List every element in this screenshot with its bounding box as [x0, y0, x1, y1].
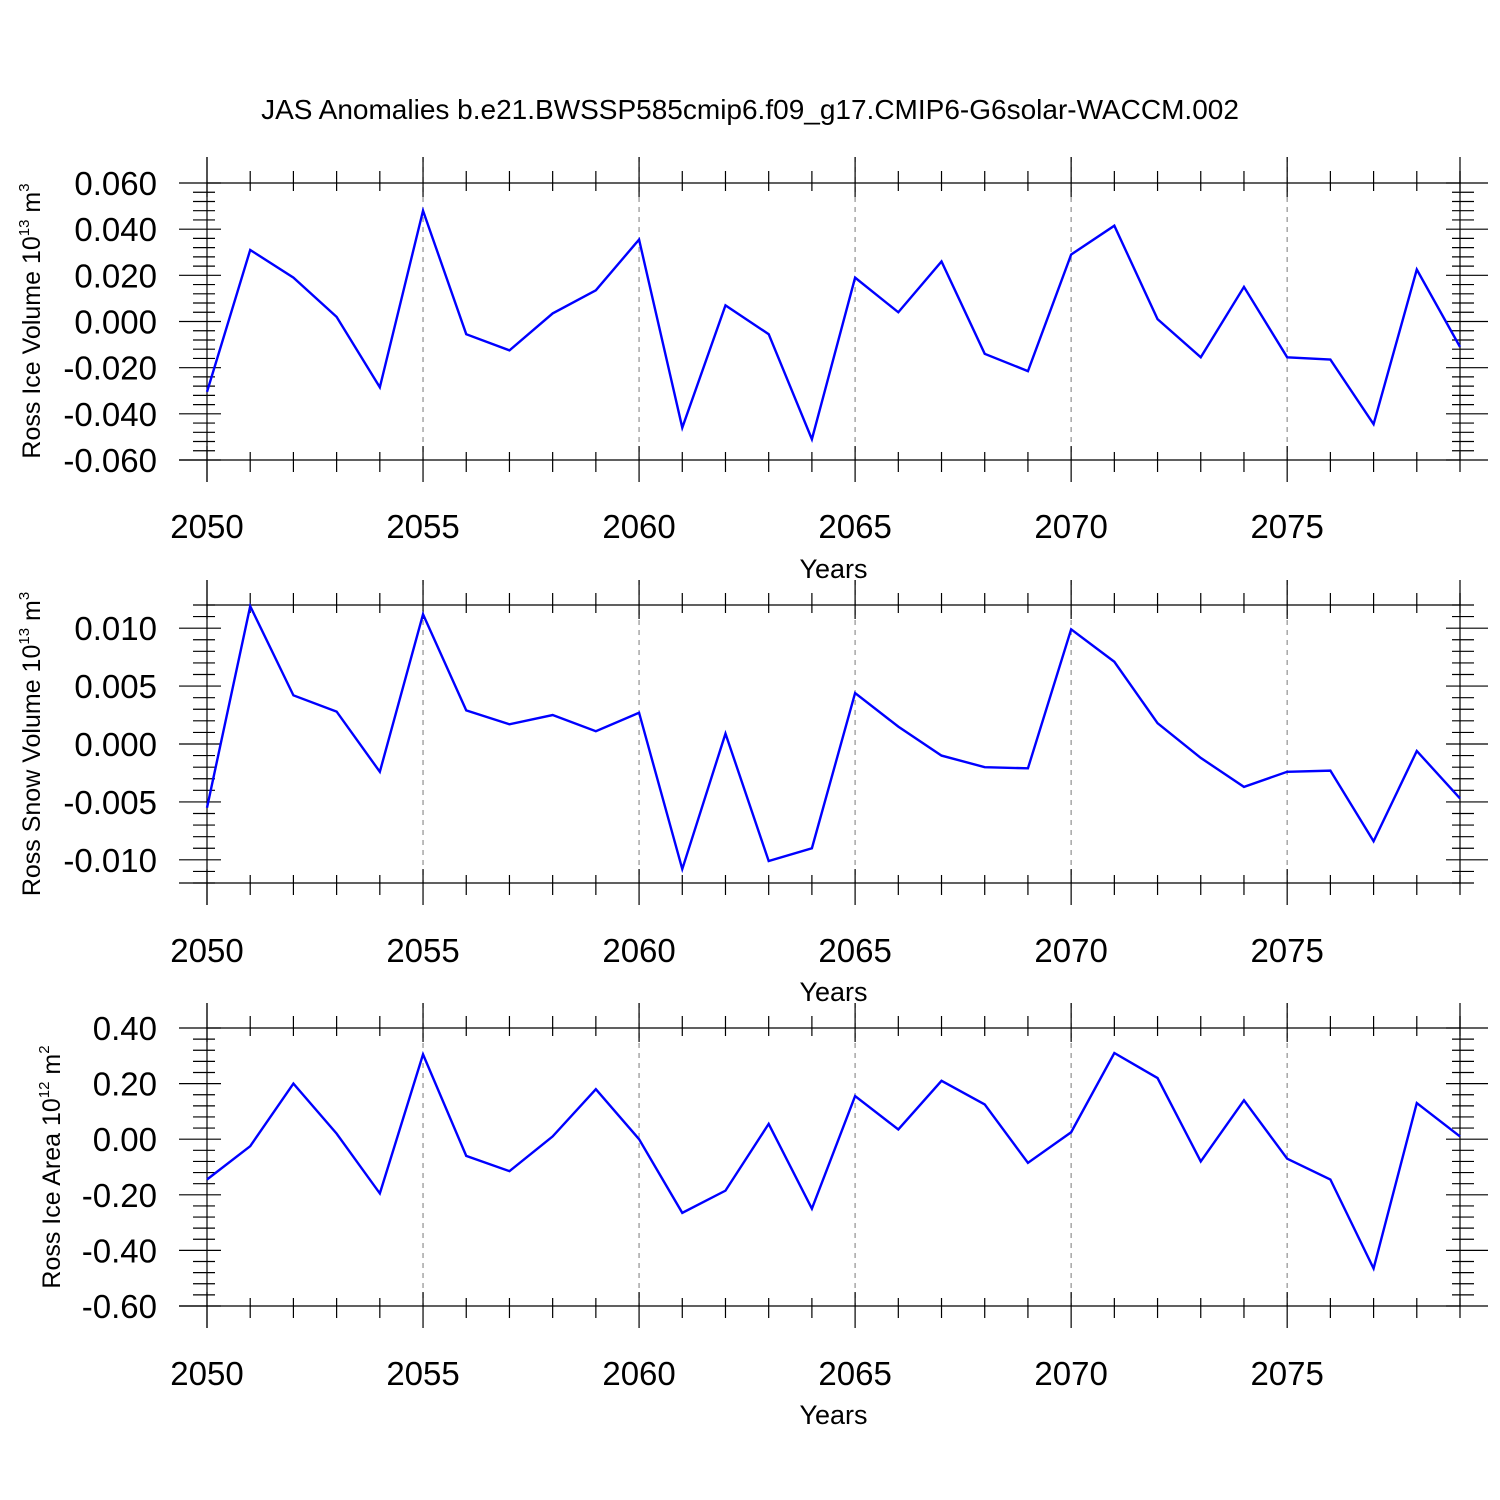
y-tick-label: -0.40 [82, 1232, 157, 1269]
y-label-text: Ross Ice Volume 10 [18, 236, 46, 458]
y-tick-label: 0.020 [74, 257, 157, 294]
y-label-text: Ross Snow Volume 10 [18, 645, 46, 897]
x-tick-label: 2055 [386, 508, 459, 545]
y-tick-label: 0.00 [93, 1121, 157, 1158]
y-tick-label: -0.040 [63, 396, 157, 433]
panels: -0.060-0.040-0.0200.0000.0200.0400.06020… [16, 157, 1488, 1430]
y-label-superscript: 3 [16, 592, 33, 600]
y-tick-label: 0.060 [74, 165, 157, 202]
y-label-text: m [18, 600, 46, 628]
x-axis-label: Years [799, 554, 867, 584]
x-tick-label: 2065 [818, 508, 891, 545]
y-tick-label: -0.20 [82, 1177, 157, 1214]
panel-1: -0.060 -0.040 -0.020 0.000 0.020 0.040 0.060 20… [16, 157, 1488, 584]
y-tick-label: 0.40 [93, 1010, 157, 1047]
y-tick-label: -0.060 [63, 442, 157, 479]
panel-2: -0.010 -0.005 0.000 0.005 0.010 2050 2055 2060 2… [16, 580, 1488, 1007]
y-label-superscript: 13 [16, 220, 33, 237]
x-tick-label: 2070 [1034, 508, 1107, 545]
x-tick-label: 2070 [1034, 1355, 1107, 1392]
y-axis-label: Ross Ice Volume 1013 m3 [16, 183, 46, 458]
chart-title: JAS Anomalies b.e21.BWSSP585cmip6.f09_g1… [261, 94, 1239, 125]
y-tick-label: 0.000 [74, 304, 157, 341]
x-tick-label: 2060 [602, 508, 675, 545]
y-tick-label: 0.20 [93, 1066, 157, 1103]
y-label-superscript: 13 [16, 628, 33, 645]
y-tick-label: 0.010 [74, 610, 157, 647]
x-tick-label: 2055 [386, 932, 459, 969]
x-tick-label: 2055 [386, 1355, 459, 1392]
x-tick-label: 2050 [170, 1355, 243, 1392]
y-tick-label: -0.010 [63, 842, 157, 879]
y-label-superscript: 3 [16, 183, 33, 191]
x-tick-label: 2075 [1250, 508, 1323, 545]
panel-3: -0.60 -0.40 -0.20 0.00 0.20 0.40 2050 2055 2060 2… [36, 1003, 1488, 1430]
x-tick-label: 2075 [1250, 1355, 1323, 1392]
y-label-text: Ross Ice Area 10 [38, 1098, 66, 1288]
x-tick-label: 2050 [170, 508, 243, 545]
y-axis-label: Ross Snow Volume 1013 m3 [16, 592, 46, 896]
x-tick-label: 2065 [818, 1355, 891, 1392]
x-tick-label: 2060 [602, 1355, 675, 1392]
y-label-text: m [18, 192, 46, 220]
y-tick-label: 0.040 [74, 211, 157, 248]
series-line [206, 1050, 1461, 1272]
x-tick-label: 2070 [1034, 932, 1107, 969]
x-tick-label: 2075 [1250, 932, 1323, 969]
y-tick-label: -0.020 [63, 350, 157, 387]
series-line [205, 206, 1462, 443]
y-tick-label: -0.60 [82, 1288, 157, 1325]
series-line [205, 602, 1461, 874]
x-tick-label: 2050 [170, 932, 243, 969]
y-axis-label: Ross Ice Area 1012 m2 [36, 1045, 66, 1288]
x-axis-label: Years [799, 977, 867, 1007]
y-label-superscript: 12 [36, 1082, 53, 1099]
x-axis-label: Years [799, 1400, 867, 1430]
y-tick-label: 0.000 [74, 726, 157, 763]
x-tick-label: 2065 [818, 932, 891, 969]
y-tick-label: 0.005 [74, 668, 157, 705]
x-tick-label: 2060 [602, 932, 675, 969]
y-tick-label: -0.005 [63, 784, 157, 821]
y-label-text: m [38, 1054, 66, 1082]
y-label-superscript: 2 [36, 1045, 53, 1053]
